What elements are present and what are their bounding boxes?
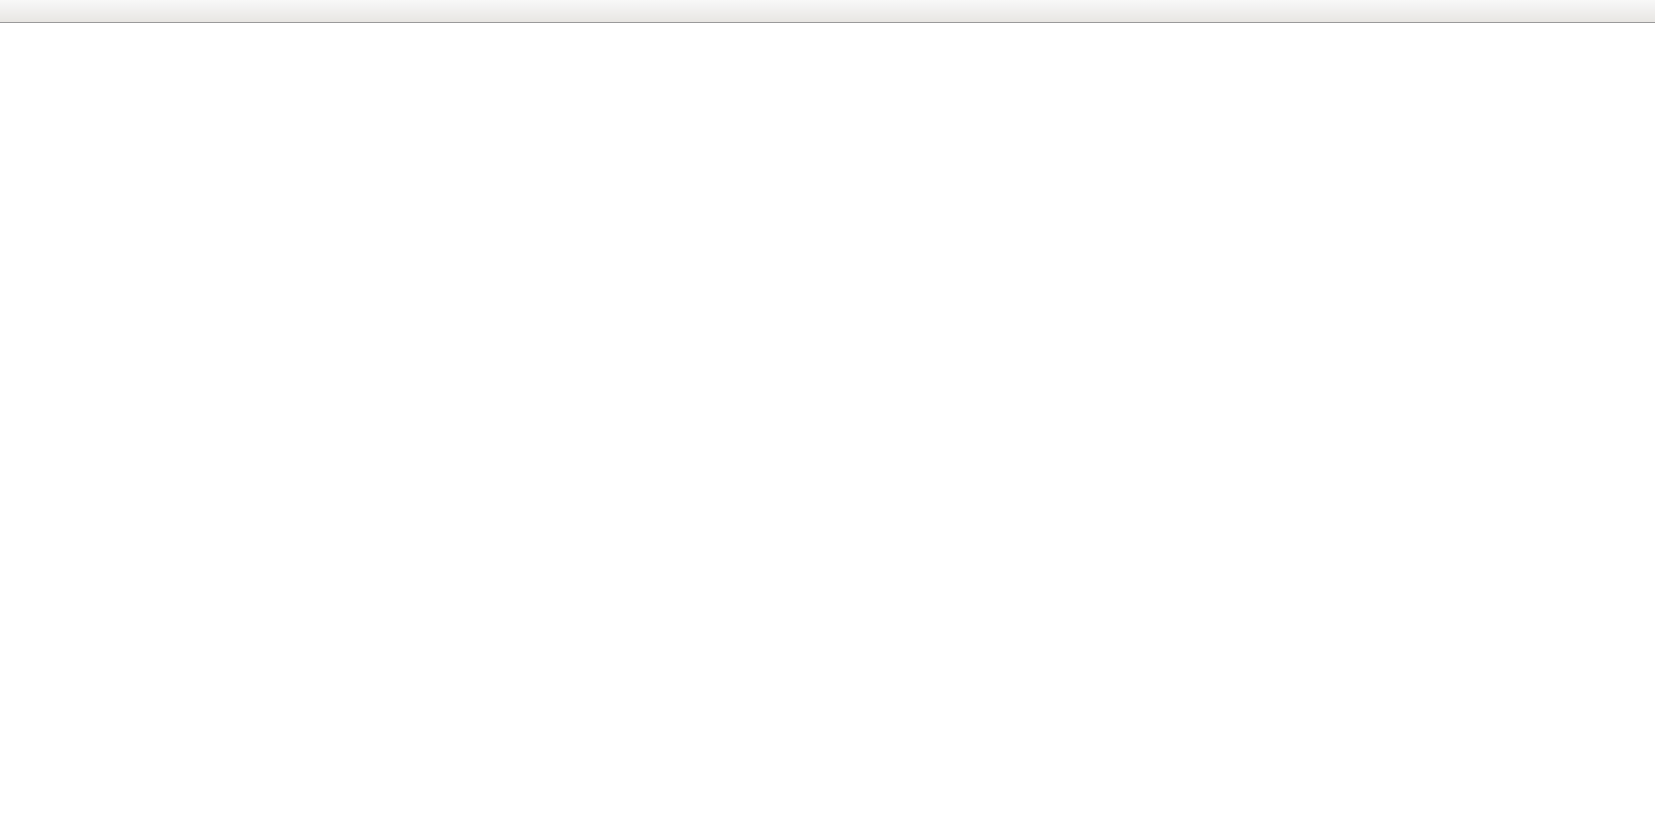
- main-toolbar: [0, 0, 1655, 23]
- chart-window[interactable]: [0, 23, 1655, 826]
